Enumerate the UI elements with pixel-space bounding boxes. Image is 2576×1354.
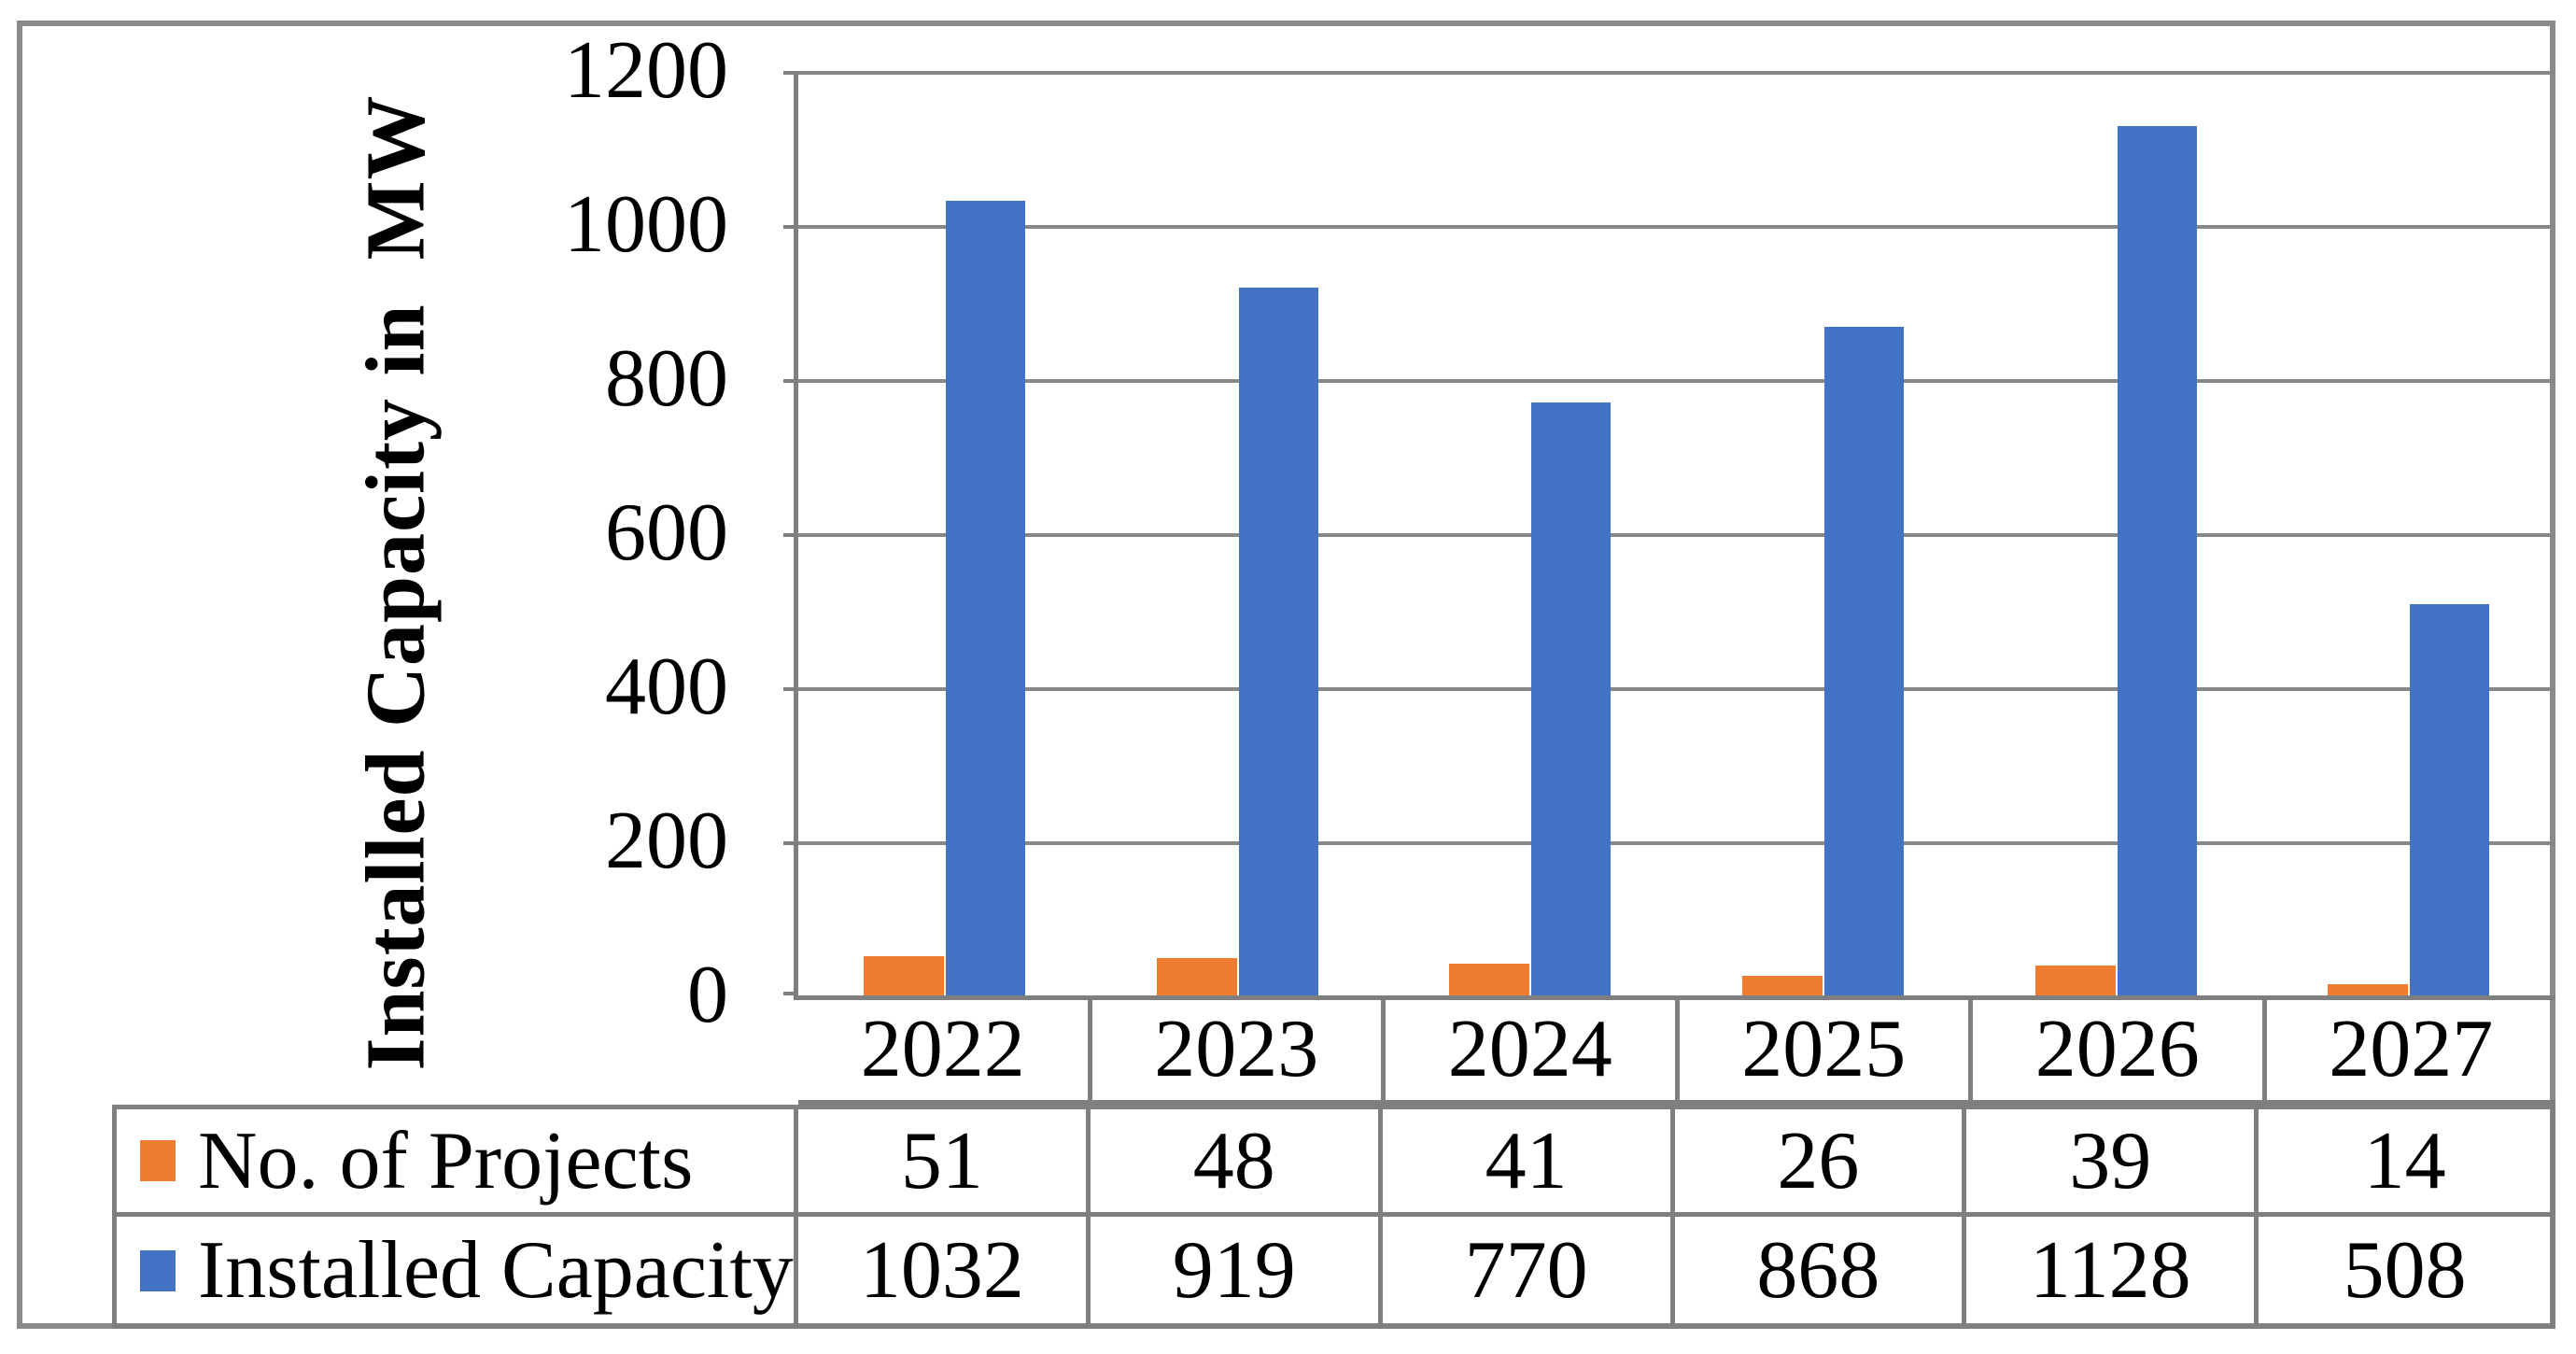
value-projects-2026: 39	[1966, 1109, 2259, 1217]
y-tick-400: 400	[605, 642, 728, 732]
y-tick-800: 800	[605, 333, 728, 424]
gridline-600	[798, 533, 2555, 537]
y-tickmark-0	[783, 992, 798, 995]
gridline-1000	[798, 225, 2555, 229]
category-2025: 2025	[1680, 1000, 1973, 1100]
bar-capacity-2025	[1824, 327, 1904, 995]
legend-row-capacity: Installed Capacity	[117, 1217, 798, 1324]
bar-projects-2024	[1449, 964, 1529, 995]
plot-area	[783, 71, 2555, 995]
value-projects-2022: 51	[798, 1109, 1091, 1217]
y-tick-600: 600	[605, 487, 728, 578]
bar-capacity-2023	[1239, 288, 1318, 995]
y-tickmark-800	[783, 379, 798, 383]
y-tick-1000: 1000	[564, 179, 728, 270]
legend-swatch-projects-icon	[140, 1140, 176, 1181]
bar-capacity-2022	[946, 201, 1025, 995]
y-tick-0: 0	[687, 950, 728, 1040]
data-table: No. of Projects 51 48 41 26 39 14 Instal…	[112, 1105, 2555, 1329]
category-header-row: 2022 2023 2024 2025 2026 2027	[798, 995, 2555, 1105]
legend-label-projects: No. of Projects	[198, 1115, 694, 1206]
value-capacity-2022: 1032	[798, 1217, 1091, 1324]
bar-projects-2027	[2328, 984, 2408, 995]
y-tickmark-200	[783, 841, 798, 845]
bar-projects-2022	[864, 956, 944, 995]
y-tickmark-1000	[783, 225, 798, 229]
value-capacity-2027: 508	[2343, 1225, 2467, 1316]
gridline-800	[798, 379, 2555, 383]
y-tickmark-600	[783, 533, 798, 537]
value-projects-2024: 41	[1382, 1109, 1675, 1217]
gridline-200	[798, 841, 2555, 845]
value-capacity-2026: 1128	[1966, 1217, 2259, 1324]
gridline-1200	[798, 71, 2555, 75]
bar-projects-2026	[2035, 966, 2116, 995]
category-2022: 2022	[798, 1000, 1092, 1100]
bar-projects-2025	[1742, 976, 1823, 995]
legend-row-projects: No. of Projects	[117, 1109, 798, 1217]
y-tickmark-400	[783, 687, 798, 691]
value-projects-2027: 14	[2259, 1109, 2551, 1217]
category-2026: 2026	[1973, 1000, 2267, 1100]
value-capacity-2024: 770	[1383, 1217, 1675, 1324]
legend-label-capacity: Installed Capacity	[198, 1225, 794, 1316]
category-2024: 2024	[1386, 1000, 1680, 1100]
y-tick-1200: 1200	[564, 25, 728, 116]
bar-capacity-2024	[1531, 402, 1611, 995]
legend-swatch-capacity-icon	[140, 1249, 176, 1291]
value-capacity-2025: 868	[1675, 1217, 1967, 1324]
bar-capacity-2027	[2410, 604, 2489, 995]
gridline-400	[798, 687, 2555, 691]
value-projects-2025: 26	[1674, 1109, 1967, 1217]
category-2027: 2027	[2329, 1004, 2494, 1094]
y-tick-200: 200	[605, 796, 728, 886]
y-tickmark-1200	[783, 71, 798, 75]
bar-capacity-2026	[2118, 126, 2197, 995]
category-2023: 2023	[1092, 1000, 1386, 1100]
value-projects-2023: 48	[1090, 1109, 1383, 1217]
value-capacity-2023: 919	[1091, 1217, 1383, 1324]
bar-projects-2023	[1157, 958, 1237, 995]
